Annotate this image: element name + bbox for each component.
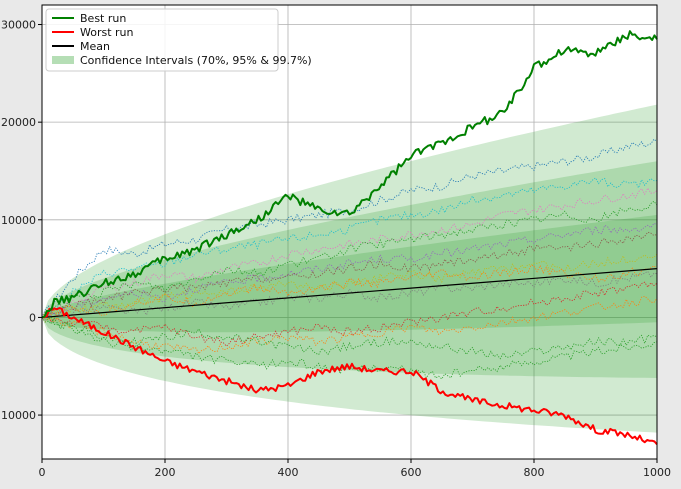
- run-line-12: [41, 316, 658, 360]
- confidence-band-99-7pct: [42, 104, 657, 433]
- y-tick-label: 10000: [1, 214, 36, 227]
- run-line-5: [41, 222, 658, 318]
- y-tick-label: −10000: [0, 409, 36, 422]
- x-tick-label: 1000: [643, 466, 671, 479]
- x-tick-label: 600: [401, 466, 422, 479]
- x-tick-label: 200: [155, 466, 176, 479]
- legend-label: Best run: [80, 12, 126, 25]
- legend-label: Confidence Intervals (70%, 95% & 99.7%): [80, 54, 312, 67]
- x-tick-label: 0: [39, 466, 46, 479]
- best-run-line: [41, 30, 658, 319]
- x-tick-label: 400: [278, 466, 299, 479]
- plot-frame: [41, 4, 658, 460]
- simulation-runs: [41, 138, 658, 380]
- y-tick-label: 30000: [1, 19, 36, 32]
- mean-line: [41, 268, 658, 319]
- y-tick-label: 20000: [1, 116, 36, 129]
- legend-box: [45, 8, 279, 72]
- run-line-11: [41, 295, 658, 355]
- worst-run-line: [41, 307, 658, 446]
- main-lines: [41, 30, 658, 446]
- run-line-1: [41, 138, 658, 318]
- legend-label: Worst run: [80, 26, 134, 39]
- y-tick-label: 0: [29, 311, 36, 324]
- run-line-7: [41, 253, 658, 320]
- run-line-8: [41, 264, 658, 319]
- axes-ticks: 0 200 400 600 800 1000 −10000 0 10000 20000 30000: [0, 19, 671, 479]
- confidence-band-95pct: [42, 161, 657, 378]
- legend-swatch: [52, 56, 74, 64]
- legend-label: Mean: [80, 40, 110, 53]
- run-line-2: [41, 177, 657, 318]
- x-tick-label: 800: [524, 466, 545, 479]
- run-line-3: [41, 187, 658, 318]
- plot-area: [42, 5, 657, 459]
- run-line-6: [41, 231, 658, 318]
